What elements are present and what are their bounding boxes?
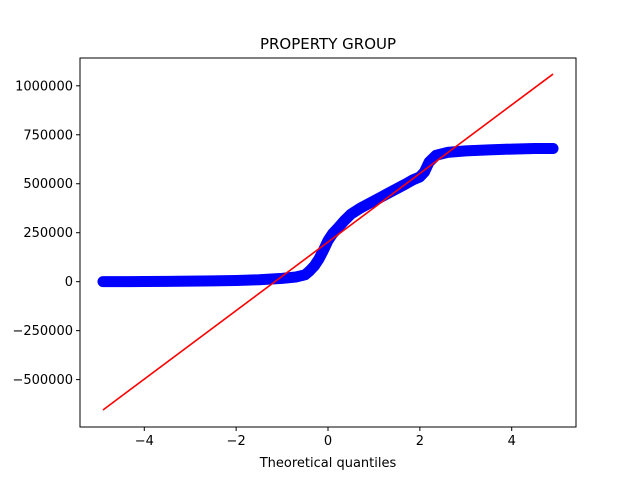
- data-point: [290, 271, 301, 282]
- data-point: [339, 215, 350, 226]
- x-tick-label: −4: [135, 434, 154, 449]
- data-point: [318, 245, 329, 256]
- sample-quantiles-band: [97, 142, 559, 288]
- data-point: [254, 274, 265, 285]
- data-point: [391, 183, 402, 194]
- data-point: [430, 150, 441, 161]
- y-tick-label: −250000: [12, 324, 73, 339]
- data-point: [231, 275, 242, 286]
- chart-title: PROPERTY GROUP: [260, 35, 396, 53]
- data-point: [208, 275, 219, 286]
- y-tick-label: 750000: [23, 128, 73, 143]
- data-point: [97, 276, 108, 287]
- data-point: [364, 198, 375, 209]
- data-point: [277, 273, 288, 284]
- data-point: [373, 193, 384, 204]
- data-point: [125, 276, 136, 287]
- plot-area: [97, 73, 559, 411]
- data-point: [483, 144, 494, 155]
- y-tick-label: −500000: [12, 373, 73, 388]
- data-point: [506, 144, 517, 155]
- data-point: [185, 276, 196, 287]
- x-axis-label: Theoretical quantiles: [259, 456, 397, 471]
- y-tick-label: 1000000: [15, 79, 73, 94]
- x-tick-label: 4: [508, 434, 516, 449]
- y-tick-label: 500000: [23, 177, 73, 192]
- data-point: [313, 254, 324, 265]
- reference-line: [102, 73, 554, 411]
- data-point: [355, 203, 366, 214]
- y-tick-label: 250000: [23, 226, 73, 241]
- data-point: [419, 166, 430, 177]
- x-tick-label: 2: [416, 434, 424, 449]
- data-point: [139, 276, 150, 287]
- y-axis: −500000 −250000 0 250000 500000 750000 1000000: [12, 79, 80, 388]
- data-point: [162, 276, 173, 287]
- data-point: [460, 145, 471, 156]
- x-axis: −4 −2 0 2 4: [135, 427, 516, 449]
- data-point: [111, 276, 122, 287]
- x-tick-label: 0: [324, 434, 332, 449]
- x-tick-label: −2: [227, 434, 246, 449]
- data-point: [548, 143, 559, 154]
- data-point: [345, 209, 356, 220]
- y-tick-label: 0: [65, 275, 73, 290]
- data-point: [529, 143, 540, 154]
- data-point: [332, 223, 343, 234]
